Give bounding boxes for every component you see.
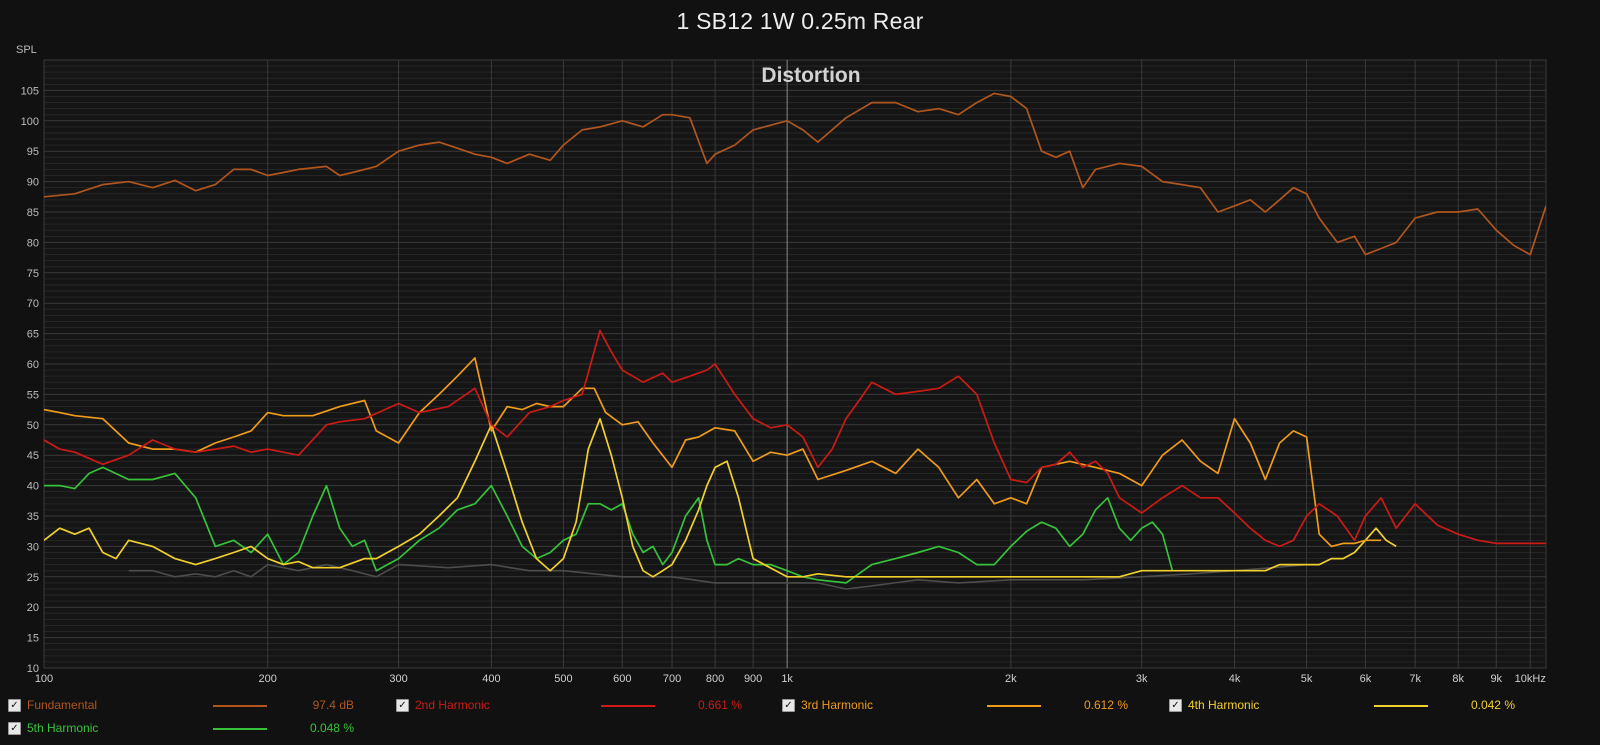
fundamental-line — [44, 92, 1546, 256]
x-tick-label: 400 — [482, 673, 500, 685]
legend-item-4th-harmonic[interactable]: ✓ 4th Harmonic 0.042 % — [1169, 698, 1519, 716]
legend-item-5th-harmonic[interactable]: ✓ 5th Harmonic 0.048 % — [8, 721, 358, 739]
x-tick-label: 300 — [389, 673, 407, 685]
legend-label: Fundamental — [27, 698, 98, 712]
legend-item-2nd-harmonic[interactable]: ✓ 2nd Harmonic 0.661 % — [396, 698, 746, 716]
legend-swatch — [987, 705, 1041, 707]
y-tick-label: 25 — [27, 572, 39, 584]
y-tick-label: 70 — [27, 298, 39, 310]
x-tick-label: 9k — [1490, 673, 1502, 685]
y-tick-label: 55 — [27, 389, 39, 401]
y-tick-label: 80 — [27, 237, 39, 249]
x-tick-label: 4k — [1229, 673, 1241, 685]
x-tick-label: 600 — [613, 673, 631, 685]
y-tick-label: 35 — [27, 511, 39, 523]
x-tick-label: 900 — [744, 673, 762, 685]
checkbox-icon[interactable]: ✓ — [8, 699, 21, 712]
legend-swatch — [213, 728, 267, 730]
x-tick-label: 700 — [663, 673, 681, 685]
window-title: 1 SB12 1W 0.25m Rear — [676, 8, 924, 34]
legend-label: 4th Harmonic — [1188, 698, 1260, 712]
x-tick-label: 200 — [259, 673, 277, 685]
y-tick-label: 60 — [27, 359, 39, 371]
legend-label: 2nd Harmonic — [415, 698, 490, 712]
x-axis: 100 200 300 400 500 600 700 800 900 1k 2k 3k 4k 5k 6k 7… — [35, 60, 1546, 685]
y-tick-label: 75 — [27, 268, 39, 280]
y-tick-label: 65 — [27, 329, 39, 341]
legend-swatch — [213, 705, 267, 707]
y-tick-label: 20 — [27, 602, 39, 614]
x-tick-label: 6k — [1360, 673, 1372, 685]
x-tick-label: 3k — [1136, 673, 1148, 685]
x-tick-label: 7k — [1409, 673, 1421, 685]
x-tick-label: 10kHz — [1515, 673, 1546, 685]
checkbox-icon[interactable]: ✓ — [782, 699, 795, 712]
x-tick-label: 100 — [35, 673, 53, 685]
x-tick-label: 1k — [781, 673, 793, 685]
legend-swatch — [601, 705, 655, 707]
legend-value: 0.042 % — [1470, 698, 1515, 712]
y-tick-label: 95 — [27, 146, 39, 158]
y-tick-label: 85 — [27, 207, 39, 219]
series-group — [44, 92, 1546, 590]
y-tick-label: 105 — [21, 85, 39, 97]
legend-item-fundamental[interactable]: ✓ Fundamental 97.4 dB — [8, 698, 358, 716]
noise-floor-line — [128, 563, 1307, 590]
legend-swatch — [1374, 705, 1428, 707]
x-tick-label: 500 — [554, 673, 572, 685]
4th-harmonic-line — [44, 417, 1397, 578]
checkbox-icon[interactable]: ✓ — [396, 699, 409, 712]
y-tick-label: 40 — [27, 481, 39, 493]
x-tick-label: 5k — [1301, 673, 1313, 685]
y-tick-label: 45 — [27, 450, 39, 462]
2nd-harmonic-line — [44, 329, 1546, 548]
checkbox-icon[interactable]: ✓ — [8, 722, 21, 735]
x-tick-label: 8k — [1452, 673, 1464, 685]
y-tick-label: 10 — [27, 663, 39, 675]
y-tick-label: 30 — [27, 541, 39, 553]
5th-harmonic-line — [44, 466, 1174, 584]
checkbox-icon[interactable]: ✓ — [1169, 699, 1182, 712]
3rd-harmonic-line — [44, 357, 1382, 548]
legend-value: 0.661 % — [697, 698, 742, 712]
legend-item-3rd-harmonic[interactable]: ✓ 3rd Harmonic 0.612 % — [782, 698, 1132, 716]
y-tick-label: 15 — [27, 633, 39, 645]
y-tick-label: 90 — [27, 177, 39, 189]
y-tick-label: 100 — [21, 116, 39, 128]
x-tick-label: 800 — [706, 673, 724, 685]
legend-label: 5th Harmonic — [27, 721, 99, 735]
legend-label: 3rd Harmonic — [801, 698, 874, 712]
y-axis: 10 15 20 25 30 35 40 45 50 55 60 65 70 75 80 85 90 95 100 1… — [21, 85, 1546, 675]
legend-value: 0.048 % — [309, 721, 354, 735]
x-tick-label: 2k — [1005, 673, 1017, 685]
legend-value: 0.612 % — [1083, 698, 1128, 712]
chart-title: Distortion — [761, 64, 860, 87]
y-tick-label: 50 — [27, 420, 39, 432]
legend-value: 97.4 dB — [312, 698, 354, 712]
y-axis-label: SPL — [16, 44, 37, 56]
